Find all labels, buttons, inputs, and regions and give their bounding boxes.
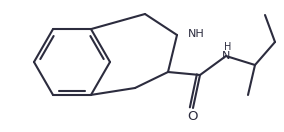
Text: NH: NH: [188, 29, 205, 39]
Text: H: H: [224, 42, 232, 52]
Text: N: N: [222, 51, 230, 61]
Text: O: O: [188, 110, 198, 124]
